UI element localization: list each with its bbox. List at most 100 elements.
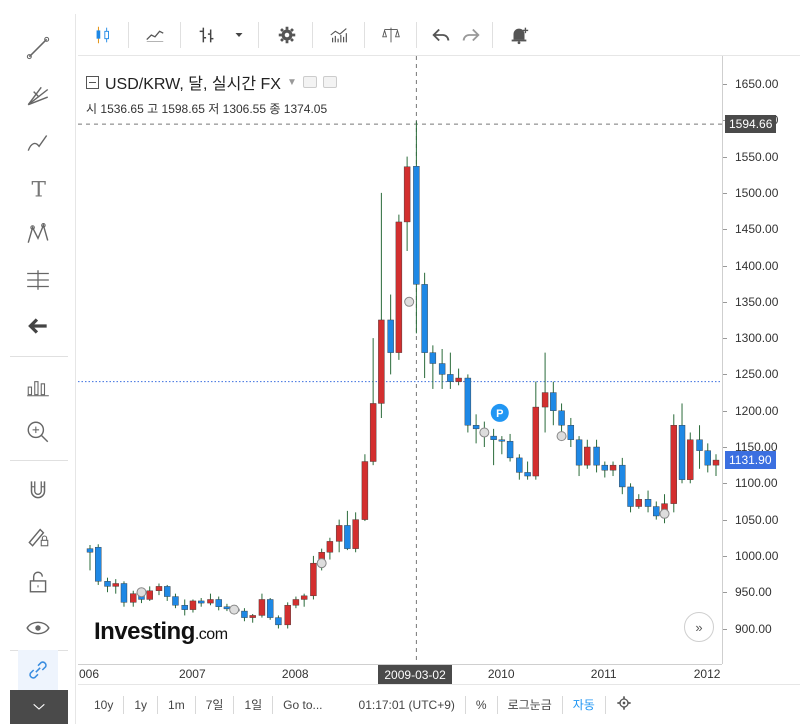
candle-body — [172, 596, 179, 606]
collapse-legend-icon[interactable] — [86, 75, 99, 89]
candle-body — [104, 581, 111, 587]
event-p-badge — [490, 403, 509, 422]
candle-body — [181, 605, 188, 610]
prediction-icon[interactable] — [18, 260, 58, 300]
chart-toolbar — [78, 14, 800, 56]
range-1d-button[interactable]: 1일 — [244, 698, 263, 712]
candle-body — [284, 605, 291, 626]
price-tick-label: 900.00 — [735, 621, 772, 636]
candle-body — [550, 392, 557, 411]
magnet-icon[interactable] — [18, 470, 58, 510]
text-tool-icon[interactable]: T — [18, 168, 58, 208]
price-tick-label: 1050.00 — [735, 512, 779, 527]
compare-scale-icon[interactable] — [374, 18, 408, 52]
scroll-to-realtime-button[interactable]: » — [684, 612, 714, 642]
candle-body — [490, 435, 497, 440]
candle-body — [258, 599, 266, 616]
brush-icon[interactable] — [18, 122, 58, 162]
candle-body — [361, 461, 369, 520]
chart-settings-gear-icon[interactable] — [606, 695, 642, 714]
price-tick-label: 1100.00 — [735, 476, 778, 491]
time-tick-label: 2011 — [590, 667, 617, 681]
auto-scale-button[interactable]: 자동 — [572, 698, 595, 712]
zoom-in-icon[interactable] — [18, 412, 58, 452]
gann-fan-icon[interactable] — [18, 76, 58, 116]
candle-body — [266, 599, 274, 618]
candle-body — [532, 406, 540, 477]
time-tick-label: 2008 — [281, 667, 309, 681]
link-icon[interactable] — [18, 650, 58, 690]
candle-body — [335, 525, 343, 542]
price-tick-label: 950.00 — [735, 585, 772, 600]
pattern-icon[interactable] — [18, 214, 58, 254]
bottom-bar: 10y 1y 1m 7일 1일 Go to... 01:17:01 (UTC+9… — [78, 684, 800, 724]
candle-body — [275, 617, 282, 626]
candle-body — [472, 425, 480, 430]
candle-body — [447, 374, 454, 382]
candle-body — [146, 590, 153, 600]
range-7d-button[interactable]: 7일 — [205, 698, 224, 712]
price-chart[interactable]: P — [78, 56, 722, 664]
redo-icon[interactable] — [456, 18, 486, 52]
lock-drawing-icon[interactable] — [18, 516, 58, 556]
remove-drawings-arrow-icon[interactable] — [18, 306, 58, 346]
eye-icon[interactable] — [18, 608, 58, 648]
drawing-toolbar: T — [0, 14, 76, 724]
candle-body — [653, 506, 660, 517]
price-tick-label: 1200.00 — [735, 403, 779, 418]
range-1y-button[interactable]: 1y — [134, 697, 148, 712]
event-marker — [316, 558, 327, 569]
time-axis[interactable]: 006 2007 2008 2010 2011 2012 2009-03-02 — [78, 664, 722, 685]
log-scale-button[interactable]: 로그눈금 — [507, 698, 552, 712]
goto-date-button[interactable]: Go to... — [283, 697, 323, 712]
settings-small-icon[interactable] — [322, 76, 337, 88]
candle-body — [593, 446, 600, 466]
range-1m-button[interactable]: 1m — [168, 697, 185, 712]
candle-body — [575, 439, 583, 466]
unlock-icon[interactable] — [18, 562, 58, 602]
candles-style-icon[interactable] — [86, 18, 120, 52]
dropdown-caret-icon[interactable]: ▼ — [286, 76, 297, 88]
candle-body — [326, 541, 334, 553]
open-value: 1536.65 — [100, 102, 144, 116]
percent-scale-button[interactable]: % — [475, 697, 487, 712]
settings-gear-icon[interactable] — [270, 18, 304, 52]
price-axis[interactable]: 1650.001600.001550.001500.001450.001400.… — [722, 56, 800, 664]
visibility-toggle-icon[interactable] — [302, 76, 317, 88]
candle-body — [601, 464, 609, 471]
investing-logo: Investing.com — [94, 618, 228, 645]
candle-body — [352, 519, 359, 549]
candle-body — [403, 166, 411, 223]
crosshair-date-tag: 2009-03-02 — [378, 665, 452, 685]
collapse-toolbar-button[interactable] — [10, 690, 68, 724]
undo-icon[interactable] — [426, 18, 456, 52]
candle-body — [155, 586, 163, 591]
trend-line-icon[interactable] — [18, 28, 58, 68]
chevron-down-icon — [33, 703, 45, 710]
candle-body — [696, 439, 703, 451]
candle-body — [189, 600, 197, 610]
caret-down-icon[interactable] — [228, 18, 250, 52]
candle-body — [249, 615, 256, 618]
candle-body — [86, 548, 94, 553]
price-tick-label: 1500.00 — [735, 185, 779, 200]
indicators-icon[interactable] — [322, 18, 356, 52]
event-marker — [556, 431, 567, 442]
range-10y-button[interactable]: 10y — [94, 697, 114, 712]
measure-icon[interactable] — [18, 366, 58, 406]
clock-timezone[interactable]: 01:17:01 (UTC+9) — [358, 697, 455, 712]
add-alert-bell-icon[interactable] — [502, 18, 536, 52]
candle-body — [120, 583, 128, 603]
area-chart-icon[interactable] — [138, 18, 172, 52]
candle-body — [215, 599, 222, 607]
candle-body — [627, 486, 634, 507]
bars-icon[interactable] — [190, 18, 224, 52]
candle-body — [609, 464, 617, 471]
candle-body — [584, 446, 591, 466]
candle-body — [704, 450, 711, 466]
event-marker — [479, 427, 490, 438]
close-value: 1374.05 — [283, 102, 328, 116]
candle-body — [678, 425, 686, 480]
candle-body — [455, 377, 462, 382]
candle-body — [112, 583, 119, 587]
